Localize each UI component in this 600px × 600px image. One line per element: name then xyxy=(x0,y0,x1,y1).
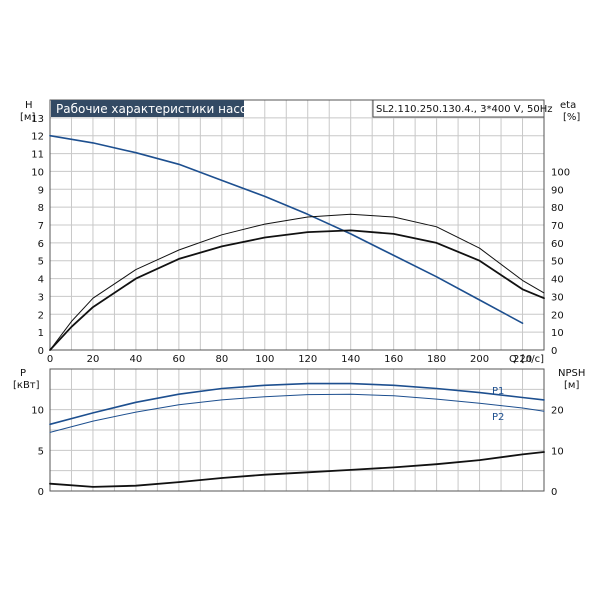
head-tick-label: 2 xyxy=(38,310,44,321)
efficiency-tick-label: 100 xyxy=(551,167,570,178)
npsh-tick-label: 10 xyxy=(551,446,564,457)
power-npsh-tick-labels: 0 5 10 0 10 20 xyxy=(31,406,563,498)
head-tick-label: 4 xyxy=(38,275,44,286)
flow-tick-label: 60 xyxy=(173,354,186,365)
flow-tick-label: 120 xyxy=(298,354,317,365)
efficiency-tick-label: 80 xyxy=(551,203,564,214)
flow-axis-unit: [л/с] xyxy=(521,354,544,365)
head-axis-unit: [м] xyxy=(20,112,35,123)
power-npsh-series xyxy=(49,382,545,488)
flow-tick-label: 40 xyxy=(130,354,143,365)
head-tick-label: 0 xyxy=(38,346,44,357)
efficiency-tick-label: 60 xyxy=(551,239,564,250)
npsh-tick-label: 0 xyxy=(551,487,557,498)
power-npsh-plot-frame xyxy=(49,368,545,492)
npsh-axis-unit: [м] xyxy=(564,380,579,391)
efficiency-tick-label: 40 xyxy=(551,275,564,286)
head-tick-label: 6 xyxy=(38,239,44,250)
series-label-p2: P2 xyxy=(492,412,504,423)
efficiency-tick-label: 90 xyxy=(551,185,564,196)
power-curve-p2 xyxy=(49,393,545,433)
pump-model-box xyxy=(372,99,545,118)
power-tick-label: 10 xyxy=(31,406,44,417)
head-tick-label: 9 xyxy=(38,185,44,196)
head-tick-label: 7 xyxy=(38,221,44,232)
flow-axis-label: Q xyxy=(509,354,517,365)
flow-tick-label: 220 xyxy=(513,354,532,365)
npsh-axis-label: NPSH xyxy=(558,368,585,379)
power-tick-label: 5 xyxy=(38,446,44,457)
head-tick-label: 12 xyxy=(31,132,44,143)
chart-title-box xyxy=(51,100,244,117)
head-curve xyxy=(49,134,524,325)
head-tick-label: 11 xyxy=(31,150,44,161)
power-axis-label: P xyxy=(20,368,26,379)
power-npsh-grid xyxy=(50,369,544,491)
power-curve-p1 xyxy=(49,382,545,426)
npsh-tick-label: 20 xyxy=(551,406,564,417)
head-tick-label: 3 xyxy=(38,292,44,303)
chart-title: Рабочие характеристики насоса xyxy=(56,102,261,116)
flow-tick-label: 100 xyxy=(255,354,274,365)
head-efficiency-tick-labels: 0123456789101112130102030405060708090100… xyxy=(31,114,570,365)
efficiency-curve-lower xyxy=(49,229,545,351)
head-tick-label: 5 xyxy=(38,257,44,268)
flow-tick-label: 80 xyxy=(215,354,228,365)
head-efficiency-grid xyxy=(50,100,544,350)
power-tick-label: 0 xyxy=(38,487,44,498)
flow-tick-label: 180 xyxy=(427,354,446,365)
efficiency-tick-label: 0 xyxy=(551,346,557,357)
head-efficiency-plot-frame xyxy=(49,99,545,351)
efficiency-curve-upper xyxy=(49,213,545,351)
flow-tick-label: 200 xyxy=(470,354,489,365)
flow-tick-label: 0 xyxy=(47,354,53,365)
flow-tick-label: 160 xyxy=(384,354,403,365)
pump-model-label: SL2.110.250.130.4., 3*400 V, 50Hz xyxy=(376,104,552,115)
efficiency-axis-label: eta xyxy=(560,100,576,111)
efficiency-tick-label: 50 xyxy=(551,257,564,268)
head-tick-label: 10 xyxy=(31,167,44,178)
head-efficiency-series xyxy=(49,134,545,351)
flow-tick-label: 20 xyxy=(87,354,100,365)
head-axis-label: H xyxy=(25,100,33,111)
head-tick-label: 13 xyxy=(31,114,44,125)
efficiency-tick-label: 30 xyxy=(551,292,564,303)
efficiency-tick-label: 10 xyxy=(551,328,564,339)
efficiency-axis-unit: [%] xyxy=(563,112,580,123)
npsh-curve xyxy=(49,451,545,488)
head-tick-label: 1 xyxy=(38,328,44,339)
efficiency-tick-label: 70 xyxy=(551,221,564,232)
flow-tick-label: 140 xyxy=(341,354,360,365)
series-label-p1: P1 xyxy=(492,386,504,397)
efficiency-tick-label: 20 xyxy=(551,310,564,321)
power-axis-unit: [кВт] xyxy=(13,380,40,391)
head-tick-label: 8 xyxy=(38,203,44,214)
